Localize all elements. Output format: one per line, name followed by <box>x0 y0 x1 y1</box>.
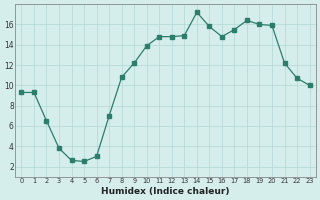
X-axis label: Humidex (Indice chaleur): Humidex (Indice chaleur) <box>101 187 230 196</box>
